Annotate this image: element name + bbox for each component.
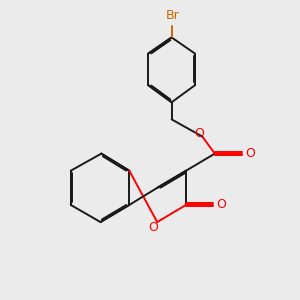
Text: O: O [245,147,255,160]
Text: O: O [148,221,158,234]
Text: O: O [216,198,226,212]
Text: O: O [195,127,205,140]
Text: Br: Br [166,9,180,22]
